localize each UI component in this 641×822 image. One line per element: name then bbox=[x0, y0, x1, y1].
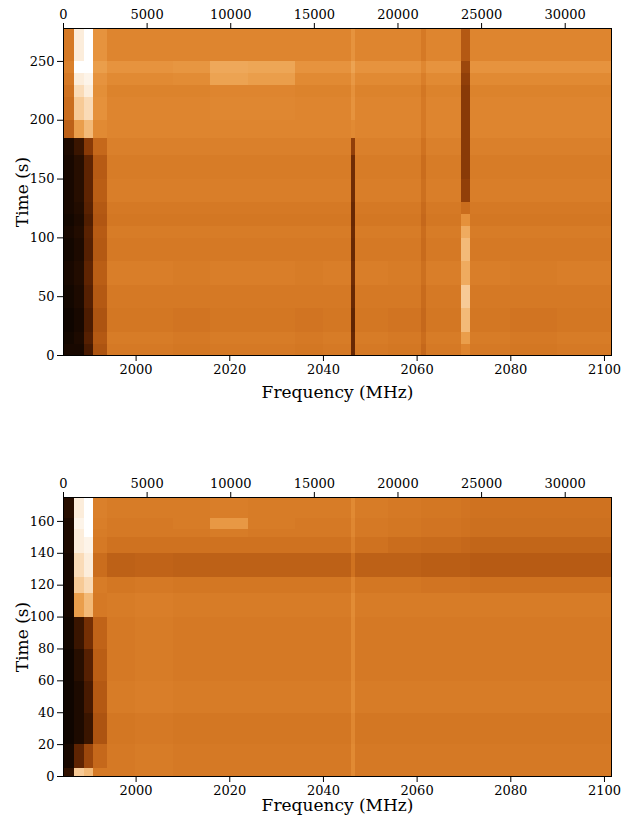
svg-text:200: 200 bbox=[30, 112, 55, 127]
svg-text:150: 150 bbox=[30, 171, 55, 186]
svg-text:0: 0 bbox=[46, 769, 54, 784]
svg-text:100: 100 bbox=[30, 230, 55, 245]
svg-text:2100: 2100 bbox=[588, 362, 621, 377]
svg-text:10000: 10000 bbox=[210, 476, 251, 491]
svg-text:Time (s): Time (s) bbox=[12, 602, 32, 672]
svg-text:2020: 2020 bbox=[213, 783, 246, 798]
svg-text:2020: 2020 bbox=[213, 362, 246, 377]
svg-text:2000: 2000 bbox=[120, 362, 153, 377]
svg-text:2100: 2100 bbox=[588, 783, 621, 798]
svg-text:50: 50 bbox=[38, 289, 55, 304]
svg-text:0: 0 bbox=[46, 348, 54, 363]
svg-text:20000: 20000 bbox=[377, 7, 418, 22]
svg-text:5000: 5000 bbox=[131, 476, 164, 491]
svg-text:30000: 30000 bbox=[545, 476, 586, 491]
svg-text:2080: 2080 bbox=[494, 783, 527, 798]
svg-text:15000: 15000 bbox=[294, 7, 335, 22]
svg-text:140: 140 bbox=[30, 545, 55, 560]
svg-text:20: 20 bbox=[38, 737, 55, 752]
svg-text:80: 80 bbox=[38, 641, 55, 656]
svg-text:Frequency (MHz): Frequency (MHz) bbox=[262, 795, 414, 815]
svg-text:2040: 2040 bbox=[306, 782, 340, 798]
svg-text:0: 0 bbox=[59, 476, 67, 491]
svg-text:2000: 2000 bbox=[120, 783, 153, 798]
svg-text:Frequency (MHz): Frequency (MHz) bbox=[262, 382, 414, 402]
svg-text:25000: 25000 bbox=[461, 476, 502, 491]
svg-text:15000: 15000 bbox=[294, 476, 335, 491]
svg-text:30000: 30000 bbox=[545, 7, 586, 22]
svg-text:40: 40 bbox=[38, 705, 55, 720]
svg-text:2060: 2060 bbox=[401, 362, 434, 377]
svg-text:Time (s): Time (s) bbox=[12, 157, 32, 227]
svg-text:10000: 10000 bbox=[210, 7, 251, 22]
svg-text:0: 0 bbox=[59, 7, 67, 22]
svg-text:160: 160 bbox=[30, 514, 55, 529]
svg-text:60: 60 bbox=[38, 673, 55, 688]
svg-text:250: 250 bbox=[30, 54, 55, 69]
svg-text:2040: 2040 bbox=[307, 362, 340, 377]
svg-text:100: 100 bbox=[30, 609, 55, 624]
svg-text:2060: 2060 bbox=[400, 782, 434, 798]
svg-text:20000: 20000 bbox=[377, 476, 418, 491]
svg-text:2080: 2080 bbox=[494, 362, 527, 377]
svg-text:25000: 25000 bbox=[461, 7, 502, 22]
svg-text:5000: 5000 bbox=[131, 7, 164, 22]
svg-text:120: 120 bbox=[30, 577, 55, 592]
